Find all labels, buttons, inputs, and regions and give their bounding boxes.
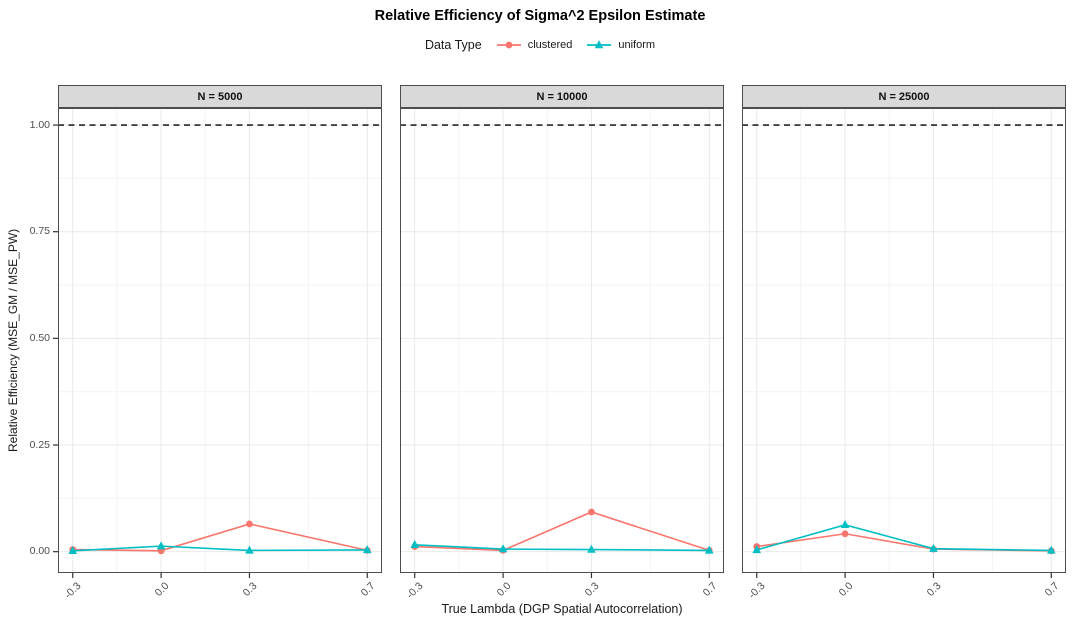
uniform-line xyxy=(756,523,1052,552)
uniform-point-marker xyxy=(245,545,254,554)
facet-n-5000: N = 5000 -0.3 0.0 0.3 0.7 xyxy=(58,85,382,630)
panel-border xyxy=(400,108,724,573)
uniform-point-marker xyxy=(929,543,938,552)
x-tick-label: 0.3 xyxy=(925,580,944,599)
uniform-point-marker xyxy=(498,544,508,553)
legend-item-uniform: uniform xyxy=(586,38,655,52)
x-tick-label: 0.0 xyxy=(836,580,856,599)
uniform-point-marker xyxy=(156,541,166,550)
panel-border xyxy=(58,108,382,573)
y-tick-label: 0.00 xyxy=(29,545,50,558)
x-tick-label: -0.3 xyxy=(745,580,768,602)
facet-strip-label: N = 10000 xyxy=(400,85,724,108)
clustered-marker-icon xyxy=(496,41,521,49)
uniform-point-marker xyxy=(587,544,596,553)
uniform-point-marker xyxy=(1046,545,1056,554)
clustered-point-marker xyxy=(246,520,253,528)
y-tick-label: 1.00 xyxy=(29,118,50,131)
panel-background xyxy=(58,108,382,573)
chart-title: Relative Efficiency of Sigma^2 Epsilon E… xyxy=(374,8,706,24)
facet-n-25000: N = 25000 -0.3 0.0 0.3 0.7 xyxy=(742,85,1066,630)
facet-panel xyxy=(58,108,382,573)
clustered-line xyxy=(414,511,710,552)
uniform-point-marker xyxy=(840,519,850,528)
y-tick-label: 0.25 xyxy=(29,438,50,451)
x-tick-label: 0.7 xyxy=(358,580,378,599)
x-tick-label: 0.0 xyxy=(152,580,172,599)
uniform-point-marker xyxy=(362,545,372,554)
clustered-line xyxy=(72,523,368,552)
facet-panel xyxy=(742,108,1066,573)
uniform-point-marker xyxy=(595,40,604,49)
legend-item-clustered: clustered xyxy=(496,38,573,52)
x-tick-label: 0.3 xyxy=(583,580,602,599)
uniform-marker-icon xyxy=(587,40,612,49)
uniform-line xyxy=(414,544,710,552)
legend-item-label: clustered xyxy=(527,39,573,51)
x-tick-label: 0.7 xyxy=(1042,580,1062,599)
x-axis-tick-marks xyxy=(72,573,368,578)
clustered-point-marker xyxy=(588,508,595,516)
legend-title: Data Type xyxy=(424,38,482,52)
x-tick-label: 0.7 xyxy=(700,580,720,599)
panel-border xyxy=(742,108,1066,573)
clustered-point-marker xyxy=(841,530,849,538)
x-tick-label: -0.3 xyxy=(403,580,426,602)
uniform-point-marker xyxy=(410,540,420,549)
panel-background xyxy=(742,108,1066,573)
x-tick-label: -0.3 xyxy=(61,580,84,602)
facet-strip-label: N = 5000 xyxy=(58,85,382,108)
facet-n-10000: N = 10000 -0.3 0.0 0.3 0.7 xyxy=(400,85,724,630)
facet-panel xyxy=(400,108,724,573)
uniform-point-marker xyxy=(704,545,714,554)
legend: Data Type clustered uniform xyxy=(0,36,1080,54)
uniform-point-marker xyxy=(68,546,78,555)
y-tick-label: 0.75 xyxy=(29,225,50,238)
uniform-line xyxy=(72,545,368,552)
y-axis-tick-marks xyxy=(53,124,58,553)
x-axis-title: True Lambda (DGP Spatial Autocorrelation… xyxy=(441,602,683,616)
x-tick-label: 0.3 xyxy=(241,580,260,599)
x-axis-tick-marks xyxy=(414,573,710,578)
y-tick-label: 0.50 xyxy=(29,331,50,344)
x-axis-tick-marks xyxy=(756,573,1052,578)
panel-background xyxy=(400,108,724,573)
legend-item-label: uniform xyxy=(618,39,656,51)
clustered-point-marker xyxy=(505,41,513,49)
uniform-point-marker xyxy=(752,545,762,554)
facet-strip-label: N = 25000 xyxy=(742,85,1066,108)
x-tick-label: 0.0 xyxy=(494,580,514,599)
